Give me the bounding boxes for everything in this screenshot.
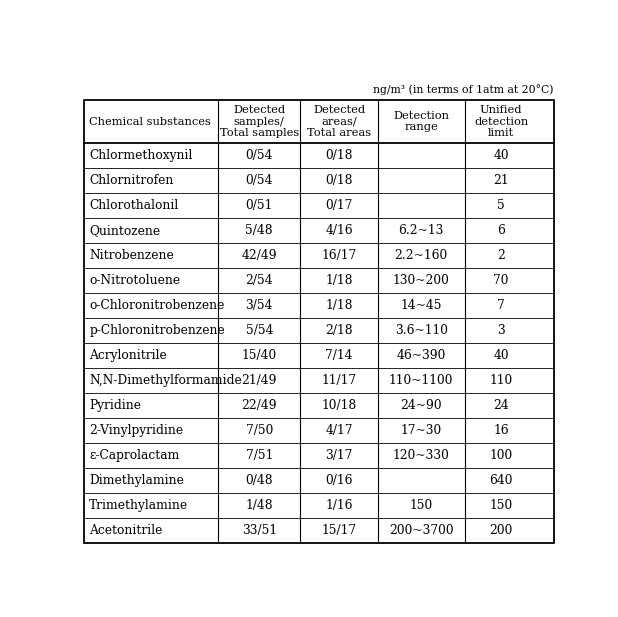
Text: 0/51: 0/51 [245, 199, 273, 212]
Text: 150: 150 [410, 499, 433, 512]
Text: Acrylonitrile: Acrylonitrile [89, 349, 167, 362]
Text: 200~3700: 200~3700 [389, 524, 454, 537]
Text: 16: 16 [493, 424, 509, 437]
Text: 0/17: 0/17 [326, 199, 353, 212]
Text: 10/18: 10/18 [321, 399, 357, 412]
Text: 1/48: 1/48 [245, 499, 273, 512]
Text: 640: 640 [489, 474, 513, 487]
Text: Nitrobenzene: Nitrobenzene [89, 249, 174, 262]
Text: 3: 3 [497, 324, 505, 337]
Text: 7/51: 7/51 [245, 449, 273, 462]
Text: Chlornitrofen: Chlornitrofen [89, 174, 174, 187]
Text: 120~330: 120~330 [393, 449, 450, 462]
Text: 110: 110 [489, 375, 512, 387]
Text: Detected
areas/
Total areas: Detected areas/ Total areas [307, 105, 371, 138]
Text: 130~200: 130~200 [393, 274, 450, 287]
Text: 70: 70 [493, 274, 509, 287]
Text: 2/18: 2/18 [325, 324, 353, 337]
Text: o-Nitrotoluene: o-Nitrotoluene [89, 274, 180, 287]
Text: 110~1100: 110~1100 [389, 375, 454, 387]
Text: 3.6~110: 3.6~110 [395, 324, 447, 337]
Text: 15/40: 15/40 [242, 349, 277, 362]
Text: 33/51: 33/51 [242, 524, 277, 537]
Text: 150: 150 [489, 499, 512, 512]
Text: 3/17: 3/17 [326, 449, 353, 462]
Text: 22/49: 22/49 [242, 399, 277, 412]
Text: 40: 40 [493, 349, 509, 362]
Text: p-Chloronitrobenzene: p-Chloronitrobenzene [89, 324, 225, 337]
Text: 1/18: 1/18 [325, 274, 353, 287]
Text: 6: 6 [497, 224, 505, 237]
Text: Chlorothalonil: Chlorothalonil [89, 199, 179, 212]
Text: 0/18: 0/18 [325, 149, 353, 162]
Text: 2.2~160: 2.2~160 [394, 249, 448, 262]
Text: 40: 40 [493, 149, 509, 162]
Text: 7/50: 7/50 [245, 424, 273, 437]
Text: 1/18: 1/18 [325, 299, 353, 312]
Text: Chemical substances: Chemical substances [89, 117, 211, 126]
Text: 100: 100 [489, 449, 512, 462]
Text: 5/48: 5/48 [245, 224, 273, 237]
Text: Chlormethoxynil: Chlormethoxynil [89, 149, 193, 162]
Text: Detection
range: Detection range [393, 110, 449, 133]
Text: 0/54: 0/54 [245, 149, 273, 162]
Text: 21/49: 21/49 [242, 375, 277, 387]
Text: 4/17: 4/17 [325, 424, 353, 437]
Text: 7/14: 7/14 [325, 349, 353, 362]
Text: ε-Caprolactam: ε-Caprolactam [89, 449, 180, 462]
Text: 0/16: 0/16 [325, 474, 353, 487]
Text: 0/54: 0/54 [245, 174, 273, 187]
Text: 4/16: 4/16 [325, 224, 353, 237]
Text: Trimethylamine: Trimethylamine [89, 499, 188, 512]
Text: 7: 7 [497, 299, 505, 312]
Text: o-Chloronitrobenzene: o-Chloronitrobenzene [89, 299, 224, 312]
Text: 0/18: 0/18 [325, 174, 353, 187]
Text: 5: 5 [497, 199, 505, 212]
Text: N,N-Dimethylformamide: N,N-Dimethylformamide [89, 375, 242, 387]
Text: 24~90: 24~90 [400, 399, 442, 412]
Text: Unified
detection
limit: Unified detection limit [474, 105, 528, 138]
Text: 2: 2 [497, 249, 505, 262]
Text: 2-Vinylpyridine: 2-Vinylpyridine [89, 424, 184, 437]
Text: 0/48: 0/48 [245, 474, 273, 487]
Text: 5/54: 5/54 [245, 324, 273, 337]
Text: 17~30: 17~30 [400, 424, 442, 437]
Text: 1/16: 1/16 [325, 499, 353, 512]
Text: 2/54: 2/54 [245, 274, 273, 287]
Text: Pyridine: Pyridine [89, 399, 142, 412]
Text: 200: 200 [489, 524, 513, 537]
Text: 42/49: 42/49 [242, 249, 277, 262]
Text: 14~45: 14~45 [400, 299, 442, 312]
Text: Quintozene: Quintozene [89, 224, 160, 237]
Text: 6.2~13: 6.2~13 [399, 224, 444, 237]
Text: Detected
samples/
Total samples: Detected samples/ Total samples [219, 105, 299, 138]
Text: 16/17: 16/17 [321, 249, 357, 262]
Text: 24: 24 [493, 399, 509, 412]
Text: 3/54: 3/54 [245, 299, 273, 312]
Text: 21: 21 [493, 174, 509, 187]
Text: Acetonitrile: Acetonitrile [89, 524, 163, 537]
Text: Dimethylamine: Dimethylamine [89, 474, 184, 487]
Text: 15/17: 15/17 [321, 524, 357, 537]
Text: ng/m³ (in terms of 1atm at 20°C): ng/m³ (in terms of 1atm at 20°C) [373, 85, 554, 96]
Text: 11/17: 11/17 [321, 375, 357, 387]
Text: 46~390: 46~390 [397, 349, 446, 362]
